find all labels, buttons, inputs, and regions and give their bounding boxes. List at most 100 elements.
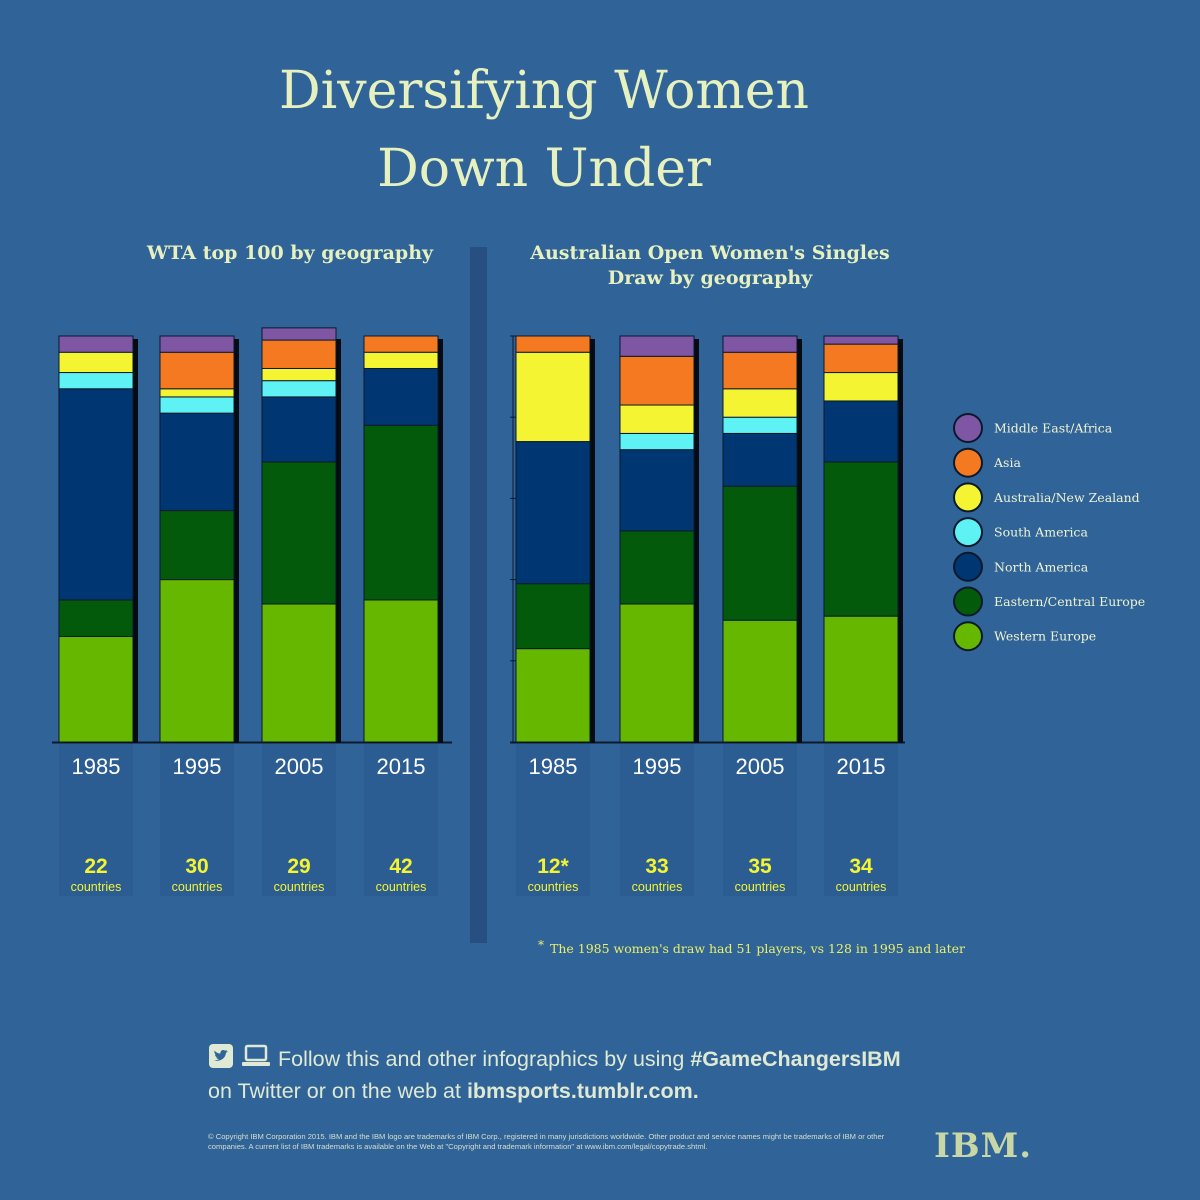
ao-bar-1995-middle-east-africa — [619, 335, 695, 357]
wta-bar-2015-western-europe — [363, 599, 439, 743]
ao-countries-label-1985: countries — [528, 880, 579, 894]
footnote-text: The 1985 women's draw had 51 players, vs… — [550, 941, 966, 956]
wta-bar-2005-asia — [261, 339, 337, 369]
ao-bar-2005-north-america — [722, 432, 798, 487]
wta-country-count-1985: 22 — [84, 855, 107, 878]
ao-country-count-2015: 34 — [849, 855, 873, 878]
wta-bar-1995-eastern-central-europe — [159, 510, 235, 581]
legend-label-australia-new-zealand: Australia/New Zealand — [993, 490, 1140, 505]
ao-year-label-2005: 2005 — [736, 754, 785, 779]
twitter-icon[interactable] — [208, 1043, 234, 1069]
wta-bar-1985-eastern-central-europe — [58, 599, 134, 637]
wta-label-column-1985 — [59, 744, 133, 896]
wta-bar-1985-north-america — [58, 388, 134, 601]
wta-bar-1995-asia — [159, 351, 235, 390]
legend-swatch-north-america — [953, 551, 983, 582]
legend-label-north-america: North America — [994, 559, 1089, 574]
legend-swatch-south-america — [953, 517, 983, 548]
legend-label-south-america: South America — [994, 525, 1088, 540]
ao-bar-2015-middle-east-africa — [823, 335, 899, 345]
legend-label-western-europe: Western Europe — [994, 629, 1096, 644]
ao-bar-2015-western-europe — [823, 615, 899, 743]
follow-callout: Follow this and other infographics by us… — [208, 1043, 901, 1107]
wta-countries-label-2015: countries — [376, 880, 427, 894]
ao-country-count-1995: 33 — [645, 855, 668, 878]
legend-label-asia: Asia — [993, 455, 1021, 470]
footnote-marker: * — [538, 938, 544, 952]
ao-bar-1995-eastern-central-europe — [619, 530, 695, 605]
legend-swatch-western-europe — [953, 621, 983, 652]
wta-country-count-1995: 30 — [185, 855, 208, 878]
ao-country-count-1985: 12* — [537, 855, 569, 878]
wta-chart-title: WTA top 100 by geography — [146, 242, 434, 264]
ao-bar-1985-australia-new-zealand — [515, 351, 591, 443]
wta-bar-1995-middle-east-africa — [159, 335, 235, 353]
wta-bar-2005-eastern-central-europe — [261, 461, 337, 605]
wta-year-label-1995: 1995 — [173, 754, 222, 779]
title-line-2: Down Under — [377, 139, 711, 199]
ao-bar-2005-australia-new-zealand — [722, 388, 798, 418]
ao-bar-1985-western-europe — [515, 648, 591, 743]
hashtag[interactable]: #GameChangersIBM — [690, 1047, 901, 1071]
wta-bar-1985-middle-east-africa — [58, 335, 134, 353]
ao-bar-2015-north-america — [823, 400, 899, 463]
ao-bar-1995-asia — [619, 355, 695, 406]
wta-bar-2005-western-europe — [261, 603, 337, 743]
wta-label-column-2015 — [364, 744, 438, 896]
copyright-notice: © Copyright IBM Corporation 2015. IBM an… — [208, 1132, 885, 1151]
ao-year-label-1995: 1995 — [633, 754, 682, 779]
wta-bar-1995-australia-new-zealand — [159, 388, 235, 398]
wta-year-label-2015: 2015 — [377, 754, 426, 779]
wta-bar-2015-eastern-central-europe — [363, 424, 439, 601]
wta-year-label-2005: 2005 — [275, 754, 324, 779]
ao-year-label-1985: 1985 — [529, 754, 578, 779]
wta-bar-1995-western-europe — [159, 579, 235, 743]
legend-swatch-asia — [953, 447, 983, 478]
wta-bar-1995-north-america — [159, 412, 235, 512]
ao-bar-2005-asia — [722, 351, 798, 390]
ao-bar-1995-north-america — [619, 449, 695, 532]
follow-line1-text: Follow this and other infographics by us… — [278, 1047, 691, 1071]
wta-label-column-1995 — [160, 744, 234, 896]
ao-bar-1985-asia — [515, 335, 591, 353]
ao-bar-2005-middle-east-africa — [722, 335, 798, 353]
footnote: * The 1985 women's draw had 51 players, v… — [538, 938, 965, 956]
ao-bar-1995-australia-new-zealand — [619, 404, 695, 434]
ao-bar-2005-south-america — [722, 416, 798, 434]
wta-countries-label-1995: countries — [172, 880, 223, 894]
ao-label-column-2015 — [824, 744, 898, 896]
wta-label-column-2005 — [262, 744, 336, 896]
ibm-logo: IBM. — [934, 1126, 1033, 1166]
wta-countries-label-2005: countries — [274, 880, 325, 894]
ao-label-column-2005 — [723, 744, 797, 896]
ao-chart-title: Australian Open Women's Singles Draw by … — [530, 242, 890, 289]
ao-bar-2005-western-europe — [722, 619, 798, 743]
legend-swatch-australia-new-zealand — [953, 482, 983, 513]
ao-country-count-2005: 35 — [748, 855, 772, 878]
wta-countries-label-1985: countries — [71, 880, 122, 894]
wta-bar-1995-south-america — [159, 396, 235, 414]
wta-bar-2005-australia-new-zealand — [261, 367, 337, 382]
legend-swatch-eastern-central-europe — [953, 586, 983, 617]
ao-bar-1985-north-america — [515, 441, 591, 585]
legend-swatch-middle-east-africa — [953, 413, 983, 443]
legend-label-middle-east-africa: Middle East/Africa — [994, 421, 1113, 436]
wta-bar-2015-australia-new-zealand — [363, 351, 439, 369]
wta-bar-1985-australia-new-zealand — [58, 351, 134, 374]
ao-year-label-2015: 2015 — [837, 754, 886, 779]
wta-bar-2015-asia — [363, 335, 439, 353]
wta-bar-1985-south-america — [58, 372, 134, 390]
wta-country-count-2015: 42 — [389, 855, 412, 878]
ao-countries-label-1995: countries — [632, 880, 683, 894]
wta-year-label-1985: 1985 — [72, 754, 121, 779]
laptop-icon[interactable] — [240, 1043, 272, 1069]
title-line-1: Diversifying Women — [278, 61, 809, 121]
wta-country-count-2005: 29 — [287, 855, 310, 878]
ao-countries-label-2015: countries — [836, 880, 887, 894]
ao-bar-2005-eastern-central-europe — [722, 485, 798, 621]
ao-bar-1995-western-europe — [619, 603, 695, 743]
wta-bar-1985-western-europe — [58, 635, 134, 743]
website-link[interactable]: ibmsports.tumblr.com. — [466, 1079, 699, 1103]
ao-label-column-1995 — [620, 744, 694, 896]
infographic-title: Diversifying Women Down Under — [0, 52, 1088, 208]
